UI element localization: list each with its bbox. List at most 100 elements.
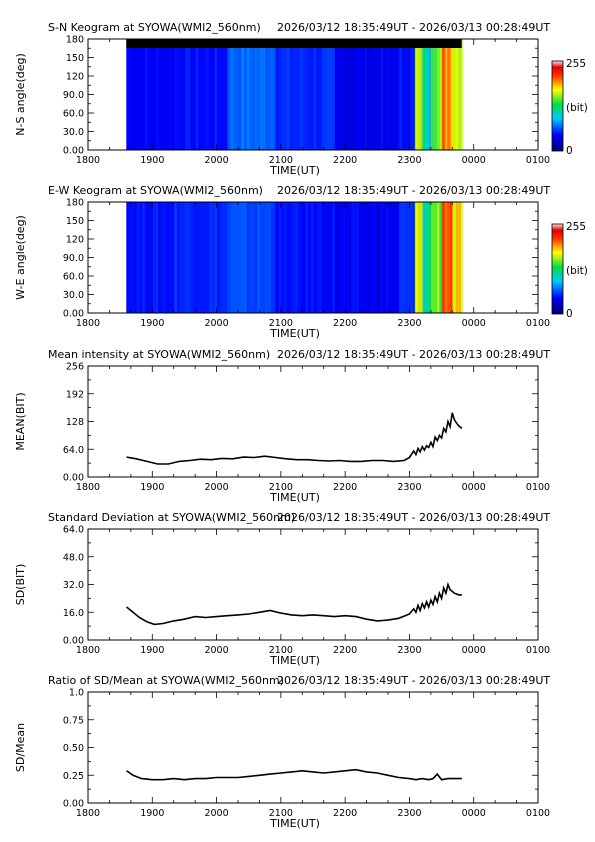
keogram-texture: [214, 202, 217, 313]
keogram-texture: [287, 202, 290, 313]
keogram-texture: [276, 39, 279, 150]
x-tick-label: 2300: [397, 318, 421, 329]
keogram-texture: [461, 202, 464, 313]
plot-frame: [87, 528, 539, 641]
keogram-texture: [378, 39, 381, 150]
keogram-texture: [324, 39, 327, 150]
keogram-texture: [359, 39, 362, 150]
colorbar-unit: (bit): [566, 102, 588, 114]
y-tick-label: 150: [66, 216, 84, 227]
keogram-texture: [324, 202, 327, 313]
x-tick-label: 1900: [140, 645, 164, 656]
keogram-texture: [412, 202, 416, 313]
keogram-texture: [246, 39, 250, 150]
keogram-texture: [415, 39, 418, 150]
x-tick-label: 2100: [269, 645, 293, 656]
keogram-texture: [268, 39, 271, 150]
keogram-texture: [139, 202, 142, 313]
keogram-texture: [458, 39, 461, 150]
keogram-texture: [212, 39, 215, 150]
keogram-texture: [179, 39, 183, 150]
keogram-texture: [147, 39, 150, 150]
panel-time-range: 2026/03/12 18:35:49UT - 2026/03/13 00:28…: [277, 184, 550, 197]
keogram-texture: [305, 39, 309, 150]
x-axis-label: TIME(UT): [269, 164, 320, 177]
y-tick-label: 0.25: [63, 771, 84, 782]
keogram-texture: [332, 39, 335, 150]
keogram-texture: [421, 39, 424, 150]
keogram-texture: [453, 202, 456, 313]
keogram-texture: [327, 39, 330, 150]
keogram-texture: [455, 39, 459, 150]
keogram-texture: [137, 202, 140, 313]
series-line: [126, 768, 462, 781]
keogram-texture: [431, 202, 434, 313]
keogram-texture: [437, 202, 440, 313]
keogram-texture: [289, 202, 292, 313]
keogram-texture: [407, 39, 410, 150]
y-tick-label: 64.0: [63, 525, 84, 536]
keogram-texture: [182, 202, 185, 313]
plot-frame: [87, 691, 539, 804]
keogram-texture: [201, 39, 204, 150]
keogram-texture: [431, 39, 434, 150]
keogram-texture: [380, 39, 384, 150]
keogram-texture: [171, 202, 175, 313]
panel-5: Ratio of SD/Mean at SYOWA(WMI2_560nm)202…: [14, 674, 550, 830]
panel-title: S-N Keogram at SYOWA(WMI2_560nm): [48, 21, 261, 34]
keogram-texture: [187, 202, 191, 313]
panel-title: Mean intensity at SYOWA(WMI2_560nm): [48, 348, 270, 361]
keogram-texture: [383, 202, 386, 313]
keogram-texture: [169, 39, 172, 150]
keogram-texture: [375, 202, 378, 313]
x-tick-label: 0100: [526, 318, 550, 329]
keogram-texture: [142, 202, 145, 313]
panel-1: S-N Keogram at SYOWA(WMI2_560nm) 2026/03/…: [14, 21, 588, 177]
keogram-texture: [193, 39, 196, 150]
keogram-texture: [458, 202, 461, 313]
keogram-texture: [370, 202, 373, 313]
x-tick-label: 2000: [204, 155, 228, 166]
y-tick-label: 1.0: [69, 688, 84, 699]
keogram-texture: [236, 39, 239, 150]
keogram-texture: [177, 39, 180, 150]
keogram-texture: [150, 39, 153, 150]
panel-time-range: 2026/03/12 18:35:49UT - 2026/03/13 00:28…: [277, 674, 550, 687]
x-tick-label: 1900: [140, 155, 164, 166]
keogram-texture: [196, 39, 199, 150]
keogram-texture: [287, 39, 290, 150]
keogram-texture: [230, 202, 234, 313]
keogram-texture: [185, 202, 188, 313]
x-tick-label: 2300: [397, 645, 421, 656]
keogram-texture: [442, 202, 445, 313]
x-tick-label: 2300: [397, 808, 421, 819]
keogram-texture: [308, 202, 311, 313]
keogram-texture: [343, 39, 346, 150]
keogram-texture: [260, 202, 263, 313]
y-tick-label: 192: [66, 389, 84, 400]
y-tick-label: 0.00: [63, 309, 84, 320]
x-tick-label: 0100: [526, 155, 550, 166]
keogram-texture: [305, 202, 309, 313]
keogram-texture: [190, 39, 193, 150]
keogram-texture: [367, 39, 370, 150]
keogram-texture: [423, 202, 426, 313]
keogram-texture: [418, 202, 421, 313]
panel-4: Standard Deviation at SYOWA(WMI2_560nm)2…: [14, 511, 550, 667]
keogram-texture: [295, 39, 298, 150]
keogram-texture: [313, 39, 317, 150]
keogram-texture: [340, 202, 343, 313]
keogram-texture: [134, 39, 137, 150]
keogram-texture: [166, 202, 169, 313]
keogram-texture: [129, 202, 132, 313]
x-tick-label: 2200: [333, 482, 357, 493]
y-tick-label: 150: [66, 53, 84, 64]
keogram-texture: [437, 39, 440, 150]
keogram-texture: [190, 202, 193, 313]
keogram-texture: [303, 39, 306, 150]
panel-time-range: 2026/03/12 18:35:49UT - 2026/03/13 00:28…: [277, 21, 550, 34]
keogram-texture: [279, 39, 282, 150]
keogram-texture: [303, 202, 306, 313]
y-tick-label: 90.0: [63, 253, 84, 264]
keogram-texture: [204, 202, 207, 313]
